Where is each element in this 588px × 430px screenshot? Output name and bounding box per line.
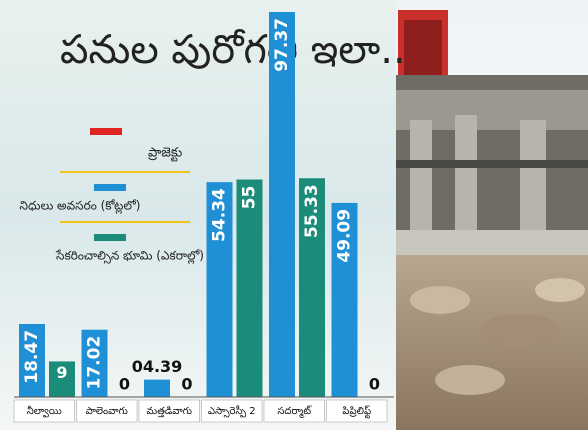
value-label: 55 xyxy=(240,186,260,210)
value-label: 55.33 xyxy=(302,184,322,238)
legend-swatch xyxy=(94,184,126,191)
category-box xyxy=(138,399,200,423)
x-tick-label: పాలెంవాగు xyxy=(86,406,129,417)
value-label: 18.47 xyxy=(22,330,42,384)
legend-label: ప్రాజెక్టు xyxy=(147,146,182,163)
value-label: 17.02 xyxy=(85,336,105,390)
category-box xyxy=(201,399,263,423)
category-box xyxy=(13,399,75,423)
x-tick-label: నీల్వాయి xyxy=(27,405,62,418)
x-tick-label: పిప్రిలిఫ్ట్ xyxy=(342,405,371,419)
bars: నీల్వాయి 18.47 9 పాలెంవాగు 17.02 0 మత్తడివాగు 0… xyxy=(13,12,394,423)
dam-photo xyxy=(396,0,588,430)
category-box xyxy=(263,399,325,423)
value-label: 49.09 xyxy=(335,209,355,263)
bar xyxy=(206,182,233,397)
value-label: 9 xyxy=(56,363,67,382)
value-label: 0 xyxy=(369,375,380,394)
category-box xyxy=(76,399,138,423)
value-label: 0 xyxy=(181,375,192,394)
bar xyxy=(236,179,263,397)
legend-label: సేకరించాల్సిన భూమి (ఎకరాల్లో) xyxy=(55,249,204,265)
category-box xyxy=(326,399,388,423)
bar xyxy=(19,323,45,397)
bar xyxy=(144,379,170,397)
bar xyxy=(299,178,325,397)
legend: ప్రాజెక్టు నిధులు అవసరం (కోట్లలో) సేకరించా… xyxy=(20,128,204,265)
legend-label: నిధులు అవసరం (కోట్లలో) xyxy=(20,199,141,215)
legend-swatch xyxy=(90,128,122,135)
legend-swatch xyxy=(94,234,126,241)
value-label: 0 xyxy=(119,375,130,394)
value-label: 54.34 xyxy=(210,188,230,242)
x-tick-label: మత్తడివాగు xyxy=(146,406,192,418)
background xyxy=(0,0,396,430)
value-label: 04.39 xyxy=(132,357,183,376)
value-label: 97.37 xyxy=(272,18,292,72)
x-tick-label: ఎస్సారెస్పీ 2 xyxy=(208,405,256,418)
chart-title: పనుల పురోగతి ఇలా.. xyxy=(60,27,406,73)
bar xyxy=(81,329,108,397)
bar xyxy=(331,202,358,397)
bar xyxy=(269,12,295,397)
bar xyxy=(49,361,75,397)
x-tick-label: సదర్మాట్ xyxy=(277,405,312,418)
